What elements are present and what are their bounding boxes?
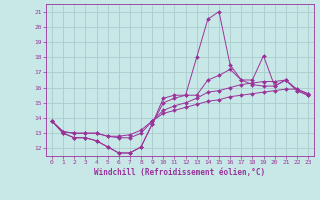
X-axis label: Windchill (Refroidissement éolien,°C): Windchill (Refroidissement éolien,°C) xyxy=(94,168,266,177)
